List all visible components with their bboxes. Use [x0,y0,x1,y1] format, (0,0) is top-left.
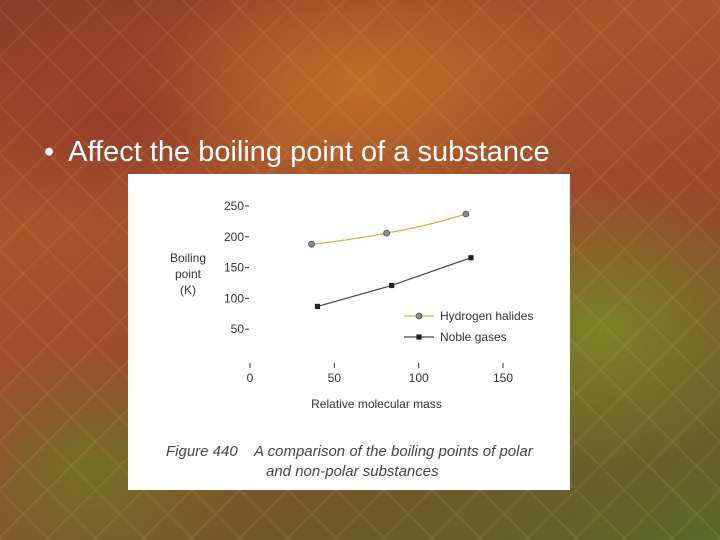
figure-panel: 50 100 150 200 250 0 50 100 150 Boiling point (K) Re… [128,174,570,490]
legend-label-2: Noble gases [440,330,507,344]
bullet-text: Affect the boiling point of a substance [68,136,550,168]
data-point-square [314,303,321,310]
y-axis-label: Boiling [170,251,206,265]
data-point-square [389,282,395,289]
series-line-2 [317,257,472,307]
data-point-circle [383,229,391,237]
y-tick-label: 200 [224,230,244,244]
caption-line-2: and non-polar substances [266,463,439,480]
y-axis-label: point [175,267,202,281]
x-tick-label: 50 [328,371,342,385]
legend-marker-circle [415,312,423,320]
x-tick-label: 0 [247,371,254,385]
y-tick-label: 250 [224,199,244,213]
data-point-square [468,255,474,261]
legend-marker-square [416,334,422,340]
data-point-circle [462,210,470,218]
y-tick-label: 50 [231,322,245,336]
x-tick-label: 100 [409,371,429,385]
series-line-1 [311,213,467,245]
y-tick-label: 150 [224,261,244,275]
bullet-item: • Affect the boiling point of a substance [44,132,550,172]
y-tick-label: 100 [224,291,244,305]
bullet-symbol: • [44,136,55,168]
boiling-point-chart: 50 100 150 200 250 0 50 100 150 Boiling point (K) Re… [170,199,533,411]
legend-label-1: Hydrogen halides [440,309,533,323]
x-axis-label: Relative molecular mass [311,397,442,411]
figure-number: Figure 440 [166,443,238,460]
caption-line-1: A comparison of the boiling points of po… [254,443,533,460]
x-tick-label: 150 [493,371,513,385]
data-point-circle [308,240,315,248]
y-axis-label: (K) [180,283,196,297]
